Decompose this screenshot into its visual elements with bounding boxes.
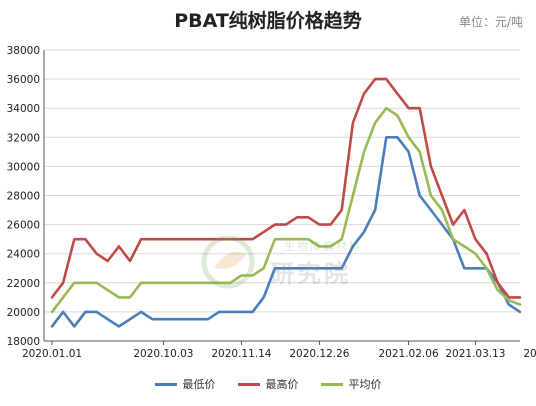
watermark-line1: 生物降解材料 [284,240,362,253]
y-tick-label: 18000 [7,336,40,348]
x-tick-label: 2021.04.30 [523,348,536,360]
legend: 最低价 最高价 平均价 [0,376,536,392]
watermark-line2: 研究院 [270,260,351,288]
y-tick-label: 26000 [7,220,40,232]
axes: 18000 20000 22000 24000 26000 28000 30000 32000… [7,45,536,360]
gridlines [44,49,520,342]
legend-label: 平均价 [348,378,382,391]
watermark: 生物降解材料 研究院 [200,232,390,292]
legend-swatch [320,382,343,386]
chart-title: PBAT纯树脂价格趋势 [174,10,362,32]
y-tick-label: 34000 [7,103,40,115]
x-tick-label: 2020.01.01 [22,348,82,360]
leaf-logo-icon [201,235,255,289]
legend-item-low: 最低价 [154,376,216,392]
x-tick-label: 2021.02.06 [379,348,439,360]
series-line-high [50,77,522,299]
legend-label: 最高价 [265,378,299,391]
x-tick-label: 2020.12.26 [289,348,349,360]
legend-item-avg: 平均价 [320,376,382,392]
y-tick-label: 30000 [7,161,40,173]
y-tick-label: 20000 [7,307,40,319]
legend-swatch [237,382,260,386]
y-tick-label: 22000 [7,278,40,290]
legend-item-high: 最高价 [237,376,299,392]
legend-swatch [154,382,177,386]
y-tick-label: 38000 [7,45,40,57]
x-tick-label: 2020.10.03 [133,348,193,360]
y-tick-label: 36000 [7,74,40,86]
series-lines [50,77,522,328]
y-tick-label: 28000 [7,191,40,203]
legend-label: 最低价 [182,378,216,391]
unit-label: 单位：元/吨 [459,15,524,29]
series-line-avg [50,106,522,314]
series-line-low [50,136,522,328]
x-tick-label: 2021.03.13 [445,348,505,360]
y-tick-label: 32000 [7,132,40,144]
y-tick-label: 24000 [7,249,40,261]
x-tick-label: 2020.11.14 [211,348,271,360]
